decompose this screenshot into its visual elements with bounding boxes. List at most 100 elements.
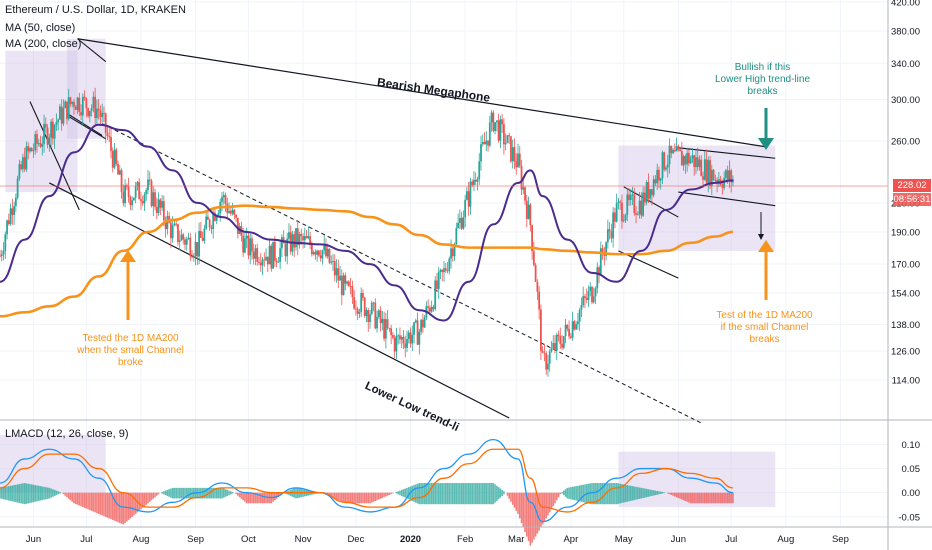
candle-body <box>598 267 600 276</box>
candle-body <box>612 212 615 239</box>
price-tick-label: 154.00 <box>891 288 920 299</box>
candle-body <box>335 268 338 276</box>
macd-histogram-bar <box>261 492 264 504</box>
candle-body <box>365 310 368 317</box>
candle-body <box>69 97 72 104</box>
candle-body <box>312 252 315 255</box>
macd-histogram-bar <box>36 485 38 502</box>
candle-body <box>656 169 659 184</box>
candle-body <box>476 179 479 182</box>
tested-note: Tested the 1D MA200 when the small Chann… <box>68 333 193 369</box>
candle-body <box>372 302 375 304</box>
macd-histogram-bar <box>476 483 479 505</box>
macd-histogram-bar <box>691 492 694 504</box>
candle-body <box>545 353 548 370</box>
candle-body <box>284 243 287 257</box>
candle-body <box>684 156 687 165</box>
candle-body <box>122 191 125 204</box>
candle-body <box>400 337 403 340</box>
macd-histogram-bar <box>443 483 445 505</box>
price-tick-label: 170.00 <box>891 260 920 271</box>
macd-histogram-bar <box>450 483 452 505</box>
candle-body <box>585 297 588 300</box>
candle-body <box>414 320 417 323</box>
candle-body <box>16 178 19 198</box>
candle-body <box>686 152 689 165</box>
macd-histogram-bar <box>385 492 387 497</box>
macd-histogram-bar <box>32 484 35 503</box>
candle-body <box>117 163 119 175</box>
macd-histogram-bar <box>444 483 447 505</box>
candle-body <box>661 152 664 179</box>
macd-histogram-bar <box>467 483 470 505</box>
candle-body <box>566 324 569 329</box>
signal-line <box>0 448 734 513</box>
macd-histogram-bar <box>187 487 190 499</box>
candle-body <box>710 169 713 186</box>
macd-histogram-bar <box>120 492 123 524</box>
candle-body <box>499 119 502 141</box>
candle-body <box>249 238 252 256</box>
candle-body <box>540 309 542 351</box>
macd-histogram-bar <box>672 492 674 496</box>
macd-histogram-bar <box>59 491 61 494</box>
candle-body <box>525 200 528 219</box>
macd-histogram-bar <box>80 492 82 507</box>
candle-body <box>506 135 509 143</box>
macd-histogram-bar <box>716 492 718 504</box>
candle-body <box>379 310 382 324</box>
candle-body <box>18 164 21 179</box>
macd-histogram-bar <box>184 487 186 499</box>
macd-histogram-bar <box>534 492 537 537</box>
candle-body <box>680 151 683 166</box>
small-down-arrow-head <box>758 234 764 240</box>
macd-histogram-bar <box>420 483 422 505</box>
macd-pane <box>0 438 734 546</box>
candle-body <box>307 236 310 239</box>
bullish-note-line2: Lower High trend-line <box>714 74 811 85</box>
ma50-legend[interactable]: MA (50, close) <box>5 22 76 34</box>
macd-histogram-bar <box>104 492 107 517</box>
candle-body <box>310 244 313 255</box>
macd-histogram-bar <box>441 483 444 505</box>
macd-histogram-bar <box>46 487 49 499</box>
macd-histogram-bar <box>69 492 72 501</box>
macd-histogram-bar <box>550 492 553 510</box>
candle-body <box>672 150 674 154</box>
macd-histogram-bar <box>96 492 98 514</box>
price-tick-label: 138.00 <box>891 320 920 331</box>
macd-histogram-bar <box>633 486 636 501</box>
macd-histogram-bar <box>617 483 620 504</box>
macd-histogram-bar <box>13 485 15 502</box>
macd-histogram-bar <box>452 483 454 505</box>
candle-body <box>621 202 623 222</box>
highlight-box-jun <box>5 50 78 193</box>
macd-histogram-bar <box>254 492 257 504</box>
highlight-boxes <box>0 38 776 508</box>
candle-body <box>298 234 301 246</box>
price-candles <box>0 87 734 377</box>
macd-histogram-bar <box>189 487 192 499</box>
candle-body <box>0 254 3 257</box>
ma200-legend[interactable]: MA (200, close) <box>5 38 82 50</box>
macd-histogram-bar <box>705 492 708 504</box>
candle-body <box>247 235 250 256</box>
macd-histogram-bar <box>621 484 623 503</box>
candle-body <box>575 324 578 330</box>
macd-histogram-bar <box>210 487 213 499</box>
macd-histogram-bar <box>355 492 357 504</box>
candle-body <box>281 237 283 249</box>
macd-legend[interactable]: LMACD (12, 26, close, 9) <box>5 428 129 440</box>
megaphone-upper-line <box>77 38 765 148</box>
candle-body <box>115 149 118 164</box>
candle-body <box>251 238 253 252</box>
candle-body <box>601 248 604 254</box>
candle-body <box>670 145 673 154</box>
time-tick-label: Apr <box>563 534 578 545</box>
macd-histogram-bar <box>39 486 42 501</box>
candle-body <box>635 213 637 215</box>
candle-body <box>118 170 121 175</box>
candle-body <box>147 179 149 191</box>
macd-histogram-bar <box>252 492 255 504</box>
